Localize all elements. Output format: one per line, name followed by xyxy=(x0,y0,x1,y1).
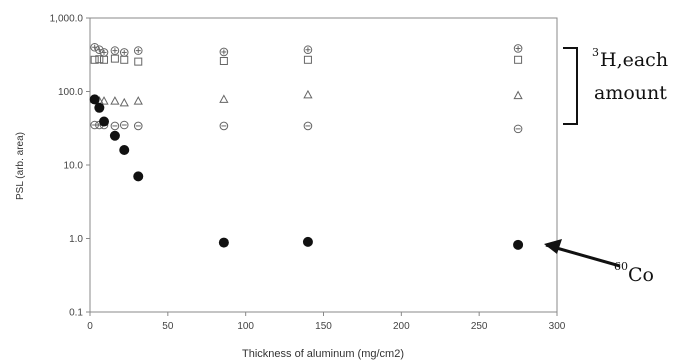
data-point xyxy=(133,171,144,182)
data-point xyxy=(303,121,313,131)
point-ring xyxy=(303,121,313,131)
bracket-label-line2: amount xyxy=(594,82,667,104)
point-ring xyxy=(219,121,229,131)
bracket-label-line1: H,each xyxy=(600,49,668,71)
x-tick-label: 0 xyxy=(87,321,93,332)
point-ring xyxy=(90,42,99,52)
x-axis-title: Thickness of aluminum (mg/cm2) xyxy=(242,348,404,360)
point-ring xyxy=(303,45,313,55)
point-ring xyxy=(513,124,523,134)
data-point xyxy=(90,42,99,52)
series-filled-circle xyxy=(89,94,524,250)
point-ring xyxy=(133,121,143,131)
series-open-square xyxy=(90,54,523,66)
point-ring xyxy=(133,46,143,55)
x-tick-label: 250 xyxy=(471,321,488,332)
data-point xyxy=(119,120,129,130)
data-point xyxy=(110,96,120,105)
x-tick-label: 200 xyxy=(393,321,410,332)
arrow-label-superscript: 60 xyxy=(614,260,628,273)
y-tick-label: 1.0 xyxy=(69,234,83,245)
data-point xyxy=(94,102,105,113)
data-point xyxy=(95,55,104,64)
data-series xyxy=(89,42,524,250)
x-tick-label: 50 xyxy=(162,321,174,332)
data-point xyxy=(302,236,313,247)
point-ring xyxy=(110,121,120,131)
x-axis-ticks: 0 50 100 150 200 250 300 xyxy=(87,312,566,332)
point-ring xyxy=(110,46,120,55)
data-point xyxy=(303,45,313,55)
y-tick-label: 0.1 xyxy=(69,308,83,319)
data-point xyxy=(219,47,229,57)
data-point xyxy=(219,121,229,131)
data-point xyxy=(110,54,119,63)
data-point xyxy=(119,97,129,107)
plot-frame xyxy=(89,17,558,313)
data-point xyxy=(119,144,130,155)
data-point xyxy=(513,90,523,100)
data-point xyxy=(134,57,143,66)
data-point xyxy=(133,96,143,105)
data-point xyxy=(90,55,99,64)
y-tick-label: 1,000.0 xyxy=(50,14,84,25)
data-point xyxy=(219,94,229,103)
bracket-shape xyxy=(563,47,578,125)
data-point xyxy=(100,55,109,64)
data-point xyxy=(133,121,143,131)
data-point xyxy=(513,124,523,134)
data-point xyxy=(99,116,110,127)
data-point xyxy=(513,239,524,250)
data-point xyxy=(89,94,100,105)
x-tick-label: 100 xyxy=(237,321,254,332)
data-point xyxy=(110,46,120,55)
data-point xyxy=(303,89,313,99)
data-point xyxy=(303,55,312,64)
y-axis-title: PSL (arb. area) xyxy=(15,132,26,200)
data-point xyxy=(110,121,120,131)
data-point xyxy=(513,44,523,53)
arrow-head-icon xyxy=(544,239,562,254)
point-ring xyxy=(119,120,129,130)
series-open-circle-plus xyxy=(90,42,523,57)
y-tick-label: 10.0 xyxy=(64,161,84,172)
data-point xyxy=(99,96,109,105)
data-point xyxy=(109,130,120,141)
data-point xyxy=(120,55,129,64)
point-ring xyxy=(95,45,104,55)
data-point xyxy=(133,46,143,55)
data-point xyxy=(514,55,523,64)
arrow-label: Co xyxy=(628,264,654,286)
x-tick-label: 300 xyxy=(549,321,566,332)
bracket-label-superscript: 3 xyxy=(592,46,599,59)
data-point xyxy=(219,56,228,65)
series-open-circle-minus xyxy=(90,120,523,134)
y-tick-label: 100.0 xyxy=(58,87,83,98)
data-point xyxy=(218,237,229,248)
y-axis-ticks: 0.1 1.0 10.0 100.0 1,000.0 xyxy=(50,14,90,319)
point-ring xyxy=(219,47,229,57)
x-tick-label: 150 xyxy=(315,321,332,332)
point-ring xyxy=(513,44,523,53)
